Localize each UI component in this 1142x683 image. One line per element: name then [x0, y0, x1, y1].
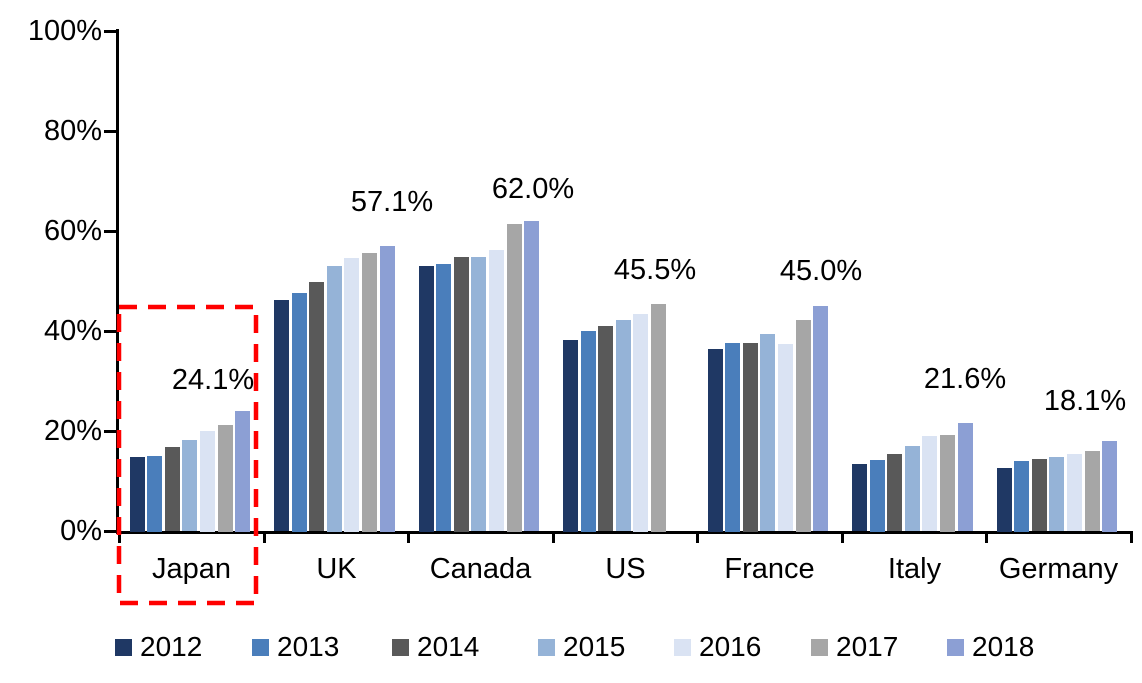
bar-us-2015: [616, 320, 631, 531]
bar-germany-2015: [1049, 457, 1064, 531]
y-axis-tick-label: 100%: [27, 15, 102, 47]
bar-japan-2013: [147, 456, 162, 532]
bar-uk-2016: [344, 258, 359, 532]
bar-germany-2013: [1014, 461, 1029, 532]
bar-uk-2017: [362, 253, 377, 532]
x-axis-label-germany: Germany: [998, 553, 1119, 585]
y-axis-tick-label: 20%: [43, 415, 102, 447]
x-axis-label-us: US: [605, 553, 646, 585]
x-axis-label-japan: Japan: [151, 553, 231, 585]
data-label-uk: 57.1%: [350, 186, 434, 218]
bar-italy-2017: [940, 435, 955, 532]
x-axis-tick: [1130, 534, 1133, 543]
bar-us-2012: [563, 340, 578, 532]
bar-germany-2012: [997, 468, 1012, 532]
x-axis-label-italy: Italy: [887, 553, 942, 585]
bar-canada-2013: [436, 264, 451, 531]
bar-france-2015: [760, 334, 775, 531]
bar-france-2017: [796, 320, 811, 532]
x-axis-label-france: France: [724, 553, 815, 585]
bar-japan-2012: [130, 457, 145, 532]
legend-label-2013: 2013: [277, 631, 340, 662]
x-axis-label-canada: Canada: [429, 553, 532, 585]
bar-japan-2014: [165, 447, 180, 531]
bar-us-2016: [633, 314, 648, 532]
bar-france-2012: [708, 349, 723, 532]
bar-japan-2015: [182, 440, 197, 531]
data-label-japan: 24.1%: [171, 364, 255, 396]
legend-label-2015: 2015: [563, 631, 626, 662]
bar-canada-2018: [524, 221, 539, 531]
legend-swatch-2018: [947, 639, 964, 656]
legend-swatch-2014: [392, 639, 409, 656]
y-axis-tick-label: 40%: [43, 315, 102, 347]
data-label-us: 45.5%: [613, 254, 697, 286]
bar-us-2014: [598, 326, 613, 531]
y-axis-line: [116, 29, 119, 534]
bar-germany-2016: [1067, 454, 1082, 531]
y-axis-tick-label: 0%: [60, 515, 102, 547]
x-axis-tick: [985, 534, 988, 543]
x-axis-tick: [407, 534, 410, 543]
bar-germany-2018: [1102, 441, 1117, 532]
bar-japan-2016: [200, 431, 215, 532]
bar-uk-2018: [380, 246, 395, 532]
bar-france-2018: [813, 306, 828, 531]
x-axis-label-uk: UK: [316, 553, 357, 585]
data-label-france: 45.0%: [779, 255, 863, 287]
bar-canada-2014: [454, 257, 469, 532]
legend-label-2018: 2018: [972, 631, 1035, 662]
legend-swatch-2012: [115, 639, 132, 656]
bar-uk-2013: [292, 293, 307, 532]
bar-italy-2015: [905, 446, 920, 531]
bar-italy-2014: [887, 454, 902, 531]
legend-label-2014: 2014: [417, 631, 480, 662]
legend-swatch-2017: [811, 639, 828, 656]
bar-uk-2014: [309, 282, 324, 531]
bar-canada-2016: [489, 250, 504, 531]
legend-label-2017: 2017: [836, 631, 899, 662]
x-axis-tick: [263, 534, 266, 543]
y-axis-tick: [104, 130, 116, 133]
bar-us-2013: [581, 331, 596, 532]
legend-swatch-2013: [252, 639, 269, 656]
x-axis-tick: [552, 534, 555, 543]
data-label-germany: 18.1%: [1043, 385, 1127, 417]
bar-canada-2012: [419, 266, 434, 532]
bar-france-2013: [725, 343, 740, 532]
legend-label-2012: 2012: [140, 631, 203, 662]
bar-japan-2017: [218, 425, 233, 532]
bar-japan-2018: [235, 411, 250, 532]
bar-canada-2017: [507, 224, 522, 532]
bar-germany-2014: [1032, 459, 1047, 531]
legend-swatch-2015: [538, 639, 555, 656]
bar-france-2016: [778, 344, 793, 531]
bar-us-2017: [651, 304, 666, 532]
bar-italy-2018: [958, 423, 973, 531]
bar-uk-2012: [274, 300, 289, 531]
bar-france-2014: [743, 343, 758, 532]
x-axis-tick: [696, 534, 699, 543]
y-axis-tick: [104, 330, 116, 333]
x-axis-tick: [118, 534, 121, 543]
bar-italy-2013: [870, 460, 885, 532]
y-axis-tick: [104, 530, 116, 533]
bar-italy-2016: [922, 436, 937, 531]
x-axis-line: [116, 531, 1133, 534]
bar-uk-2015: [327, 266, 342, 532]
data-label-canada: 62.0%: [491, 173, 575, 205]
legend-label-2016: 2016: [699, 631, 762, 662]
y-axis-tick: [104, 430, 116, 433]
data-label-italy: 21.6%: [923, 363, 1007, 395]
y-axis-tick: [104, 230, 116, 233]
bar-germany-2017: [1085, 451, 1100, 531]
x-axis-tick: [841, 534, 844, 543]
bar-canada-2015: [471, 257, 486, 531]
y-axis-tick: [104, 30, 116, 33]
legend-swatch-2016: [674, 639, 691, 656]
y-axis-tick-label: 60%: [43, 215, 102, 247]
bar-italy-2012: [852, 464, 867, 531]
y-axis-tick-label: 80%: [43, 115, 102, 147]
